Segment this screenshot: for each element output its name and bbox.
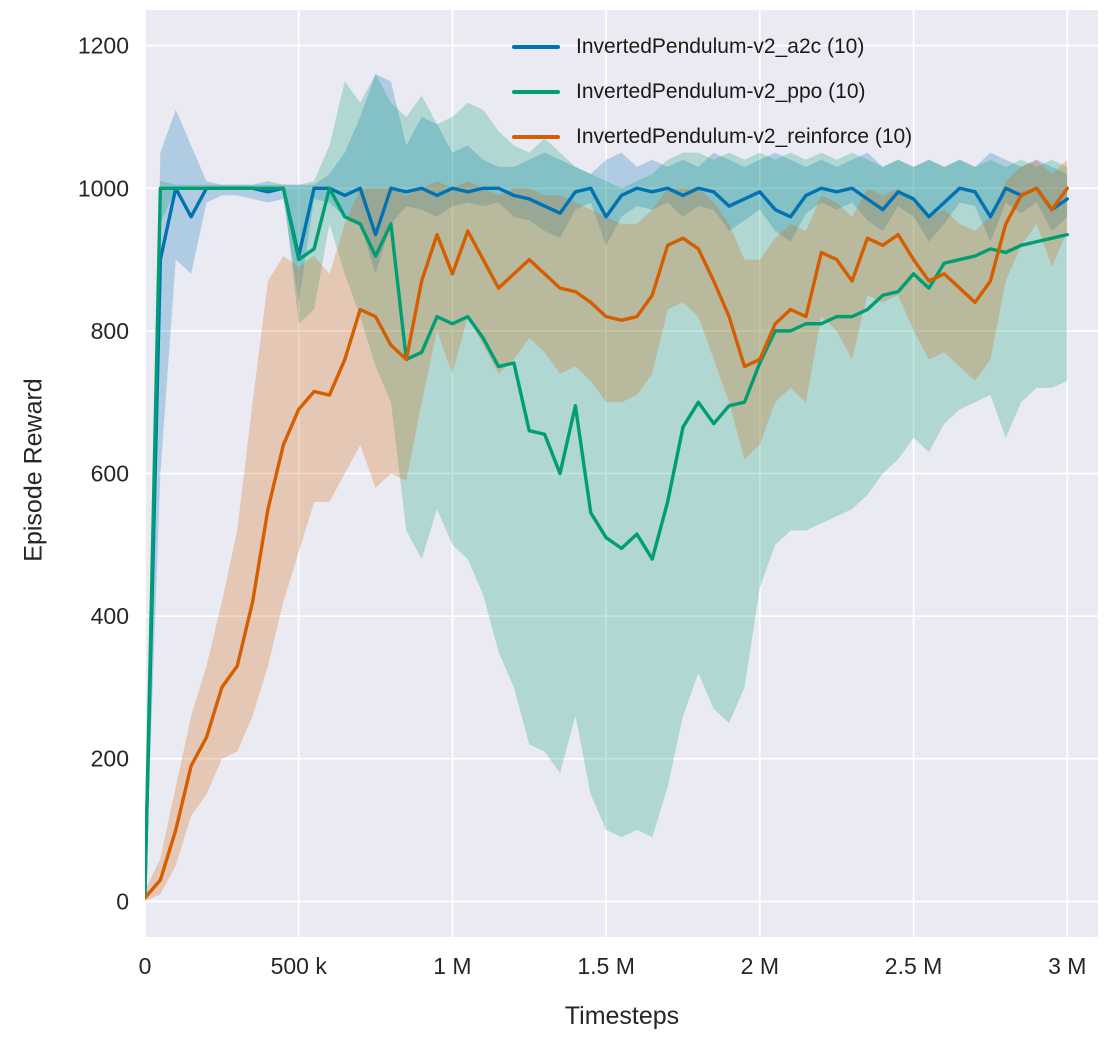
x-tick-label: 1.5 M <box>577 953 635 979</box>
legend-item: InvertedPendulum-v2_reinforce (10) <box>512 124 912 150</box>
y-tick-label: 200 <box>91 746 129 772</box>
legend-swatch <box>512 90 560 94</box>
legend-item: InvertedPendulum-v2_a2c (10) <box>512 34 912 60</box>
x-tick-label: 0 <box>139 953 152 979</box>
y-tick-label: 800 <box>91 318 129 344</box>
x-axis-title: Timesteps <box>564 1002 680 1030</box>
y-tick-label: 0 <box>116 888 129 914</box>
confidence-band <box>145 159 1068 902</box>
legend-label: InvertedPendulum-v2_reinforce (10) <box>576 125 913 148</box>
y-tick-label: 600 <box>91 461 129 487</box>
series-line <box>145 186 1069 900</box>
legend-item: InvertedPendulum-v2_ppo (10) <box>512 79 912 105</box>
legend-swatch <box>512 45 560 49</box>
confidence-band <box>145 74 1068 902</box>
y-tick-label: 1200 <box>78 33 129 59</box>
y-tick-label: 1000 <box>78 175 129 201</box>
legend-swatch <box>512 135 560 139</box>
y-axis-title: Episode Reward <box>19 378 48 562</box>
legend: InvertedPendulum-v2_a2c (10) InvertedPend… <box>512 34 912 150</box>
x-tick-label: 2.5 M <box>885 953 943 979</box>
series-line <box>145 186 1069 896</box>
legend-label: InvertedPendulum-v2_a2c (10) <box>576 35 865 58</box>
x-tick-label: 2 M <box>741 953 779 979</box>
legend-label: InvertedPendulum-v2_ppo (10) <box>576 80 866 103</box>
y-tick-label: 400 <box>91 603 129 629</box>
x-tick-label: 500 k <box>271 953 328 979</box>
confidence-band <box>145 74 1068 902</box>
x-tick-label: 3 M <box>1048 953 1086 979</box>
x-tick-label: 1 M <box>433 953 471 979</box>
